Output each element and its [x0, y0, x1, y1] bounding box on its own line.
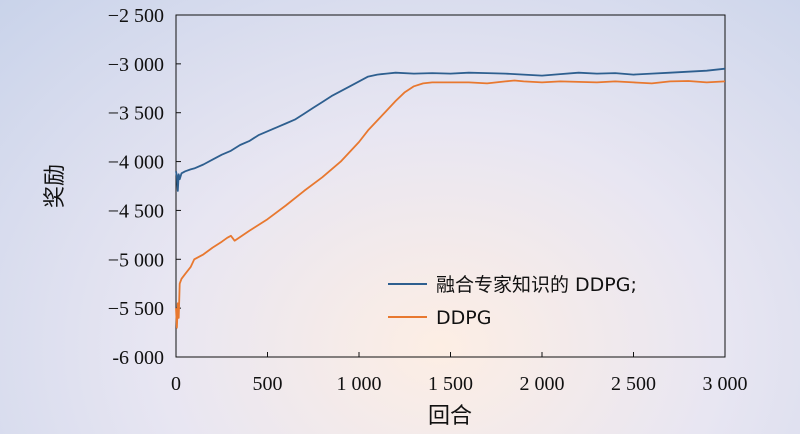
legend: 融合专家知识的 DDPG; DDPG [388, 274, 637, 329]
x-tick-label: 500 [253, 373, 283, 395]
legend-label-series-1: 融合专家知识的 DDPG; [436, 274, 637, 296]
series-lines [175, 67, 726, 329]
y-tick-label: −5 000 [108, 249, 164, 271]
x-tick-label: 2 500 [611, 373, 656, 395]
axis-ticks: 0 500 1 000 1 500 2 000 2 500 3 000 −2 500 −3 00… [108, 5, 748, 395]
legend-label-series-2: DDPG [436, 307, 491, 329]
y-tick-label: −3 500 [108, 103, 164, 125]
x-tick-label: 3 000 [703, 373, 748, 395]
y-tick-label: −5 500 [108, 298, 164, 320]
y-tick-label: −3 000 [108, 54, 164, 76]
y-axis-label: 奖励 [43, 164, 68, 208]
x-tick-label: 2 000 [520, 373, 565, 395]
series-line-2 [175, 79, 726, 329]
x-tick-label: 1 000 [337, 373, 382, 395]
x-tick-label: 0 [171, 373, 181, 395]
plot-area [175, 14, 726, 358]
x-tick-label: 1 500 [428, 373, 473, 395]
y-tick-label: −2 500 [108, 5, 164, 27]
y-tick-label: −4 500 [108, 200, 164, 222]
x-axis-label: 回合 [428, 404, 472, 429]
series-line-1 [175, 67, 726, 192]
y-tick-label: -6 000 [112, 347, 164, 369]
y-tick-label: −4 000 [108, 152, 164, 174]
